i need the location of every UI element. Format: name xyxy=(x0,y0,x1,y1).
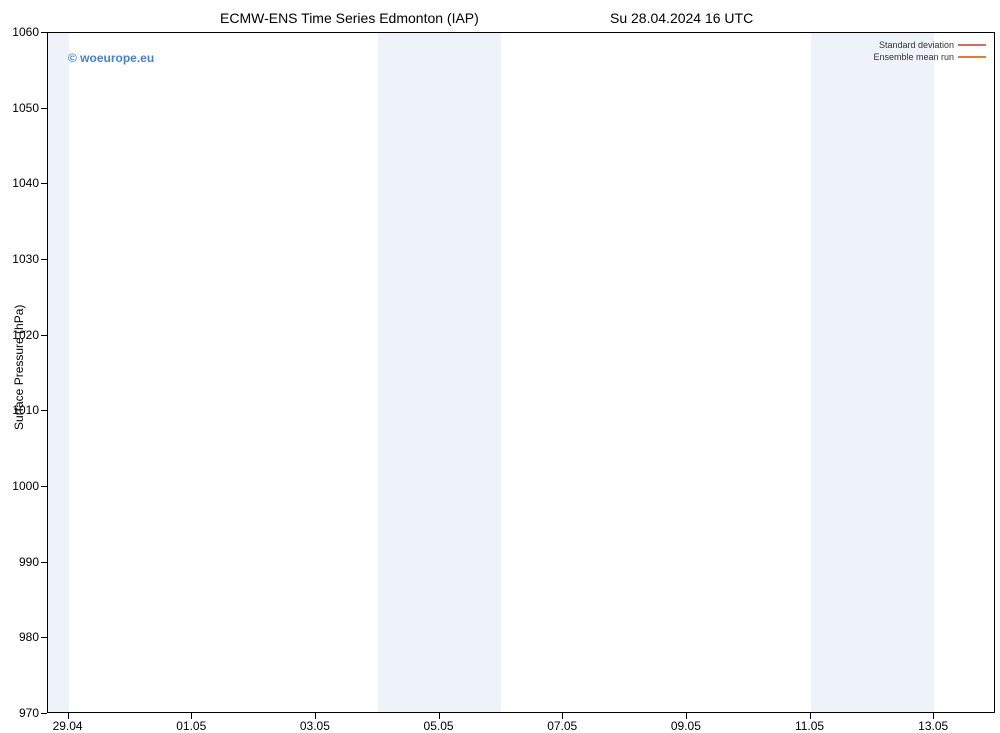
y-tick-label: 990 xyxy=(19,555,39,569)
x-tick-mark xyxy=(315,713,316,719)
legend-item: Ensemble mean run xyxy=(873,51,986,63)
legend: Standard deviation Ensemble mean run xyxy=(873,39,986,63)
x-tick-label: 05.05 xyxy=(424,719,454,733)
x-tick-label: 09.05 xyxy=(671,719,701,733)
weekend-band xyxy=(378,33,502,712)
x-tick-mark xyxy=(562,713,563,719)
y-tick-mark xyxy=(41,637,47,638)
y-tick-mark xyxy=(41,562,47,563)
x-tick-mark xyxy=(68,713,69,719)
x-tick-label: 03.05 xyxy=(300,719,330,733)
x-tick-mark xyxy=(933,713,934,719)
x-tick-label: 13.05 xyxy=(918,719,948,733)
y-tick-mark xyxy=(41,713,47,714)
y-tick-label: 1060 xyxy=(12,25,39,39)
weekend-band xyxy=(811,33,935,712)
y-tick-label: 1040 xyxy=(12,176,39,190)
y-tick-label: 1050 xyxy=(12,101,39,115)
y-tick-mark xyxy=(41,335,47,336)
y-tick-label: 970 xyxy=(19,706,39,720)
chart-title-right: Su 28.04.2024 16 UTC xyxy=(610,10,753,26)
y-tick-mark xyxy=(41,183,47,184)
y-tick-mark xyxy=(41,108,47,109)
chart-title-left: ECMW-ENS Time Series Edmonton (IAP) xyxy=(220,10,479,26)
timeseries-chart: ECMW-ENS Time Series Edmonton (IAP) Su 2… xyxy=(0,0,1000,733)
legend-label: Standard deviation xyxy=(879,40,958,50)
legend-item: Standard deviation xyxy=(873,39,986,51)
x-tick-label: 11.05 xyxy=(795,719,824,733)
legend-label: Ensemble mean run xyxy=(873,52,958,62)
x-tick-mark xyxy=(686,713,687,719)
y-tick-label: 1010 xyxy=(12,403,39,417)
y-tick-mark xyxy=(41,32,47,33)
y-tick-label: 980 xyxy=(19,630,39,644)
weekend-band xyxy=(48,33,69,712)
y-tick-mark xyxy=(41,259,47,260)
x-tick-label: 01.05 xyxy=(176,719,206,733)
x-tick-mark xyxy=(191,713,192,719)
x-tick-mark xyxy=(810,713,811,719)
legend-swatch xyxy=(958,44,986,46)
legend-swatch xyxy=(958,56,986,58)
x-tick-mark xyxy=(439,713,440,719)
y-tick-label: 1020 xyxy=(12,328,39,342)
y-tick-label: 1030 xyxy=(12,252,39,266)
y-tick-mark xyxy=(41,410,47,411)
x-tick-label: 07.05 xyxy=(547,719,577,733)
plot-area: © woeurope.eu Standard deviation Ensemble… xyxy=(47,32,995,713)
y-tick-label: 1000 xyxy=(12,479,39,493)
x-tick-label: 29.04 xyxy=(53,719,83,733)
watermark: © woeurope.eu xyxy=(68,51,154,65)
y-tick-mark xyxy=(41,486,47,487)
